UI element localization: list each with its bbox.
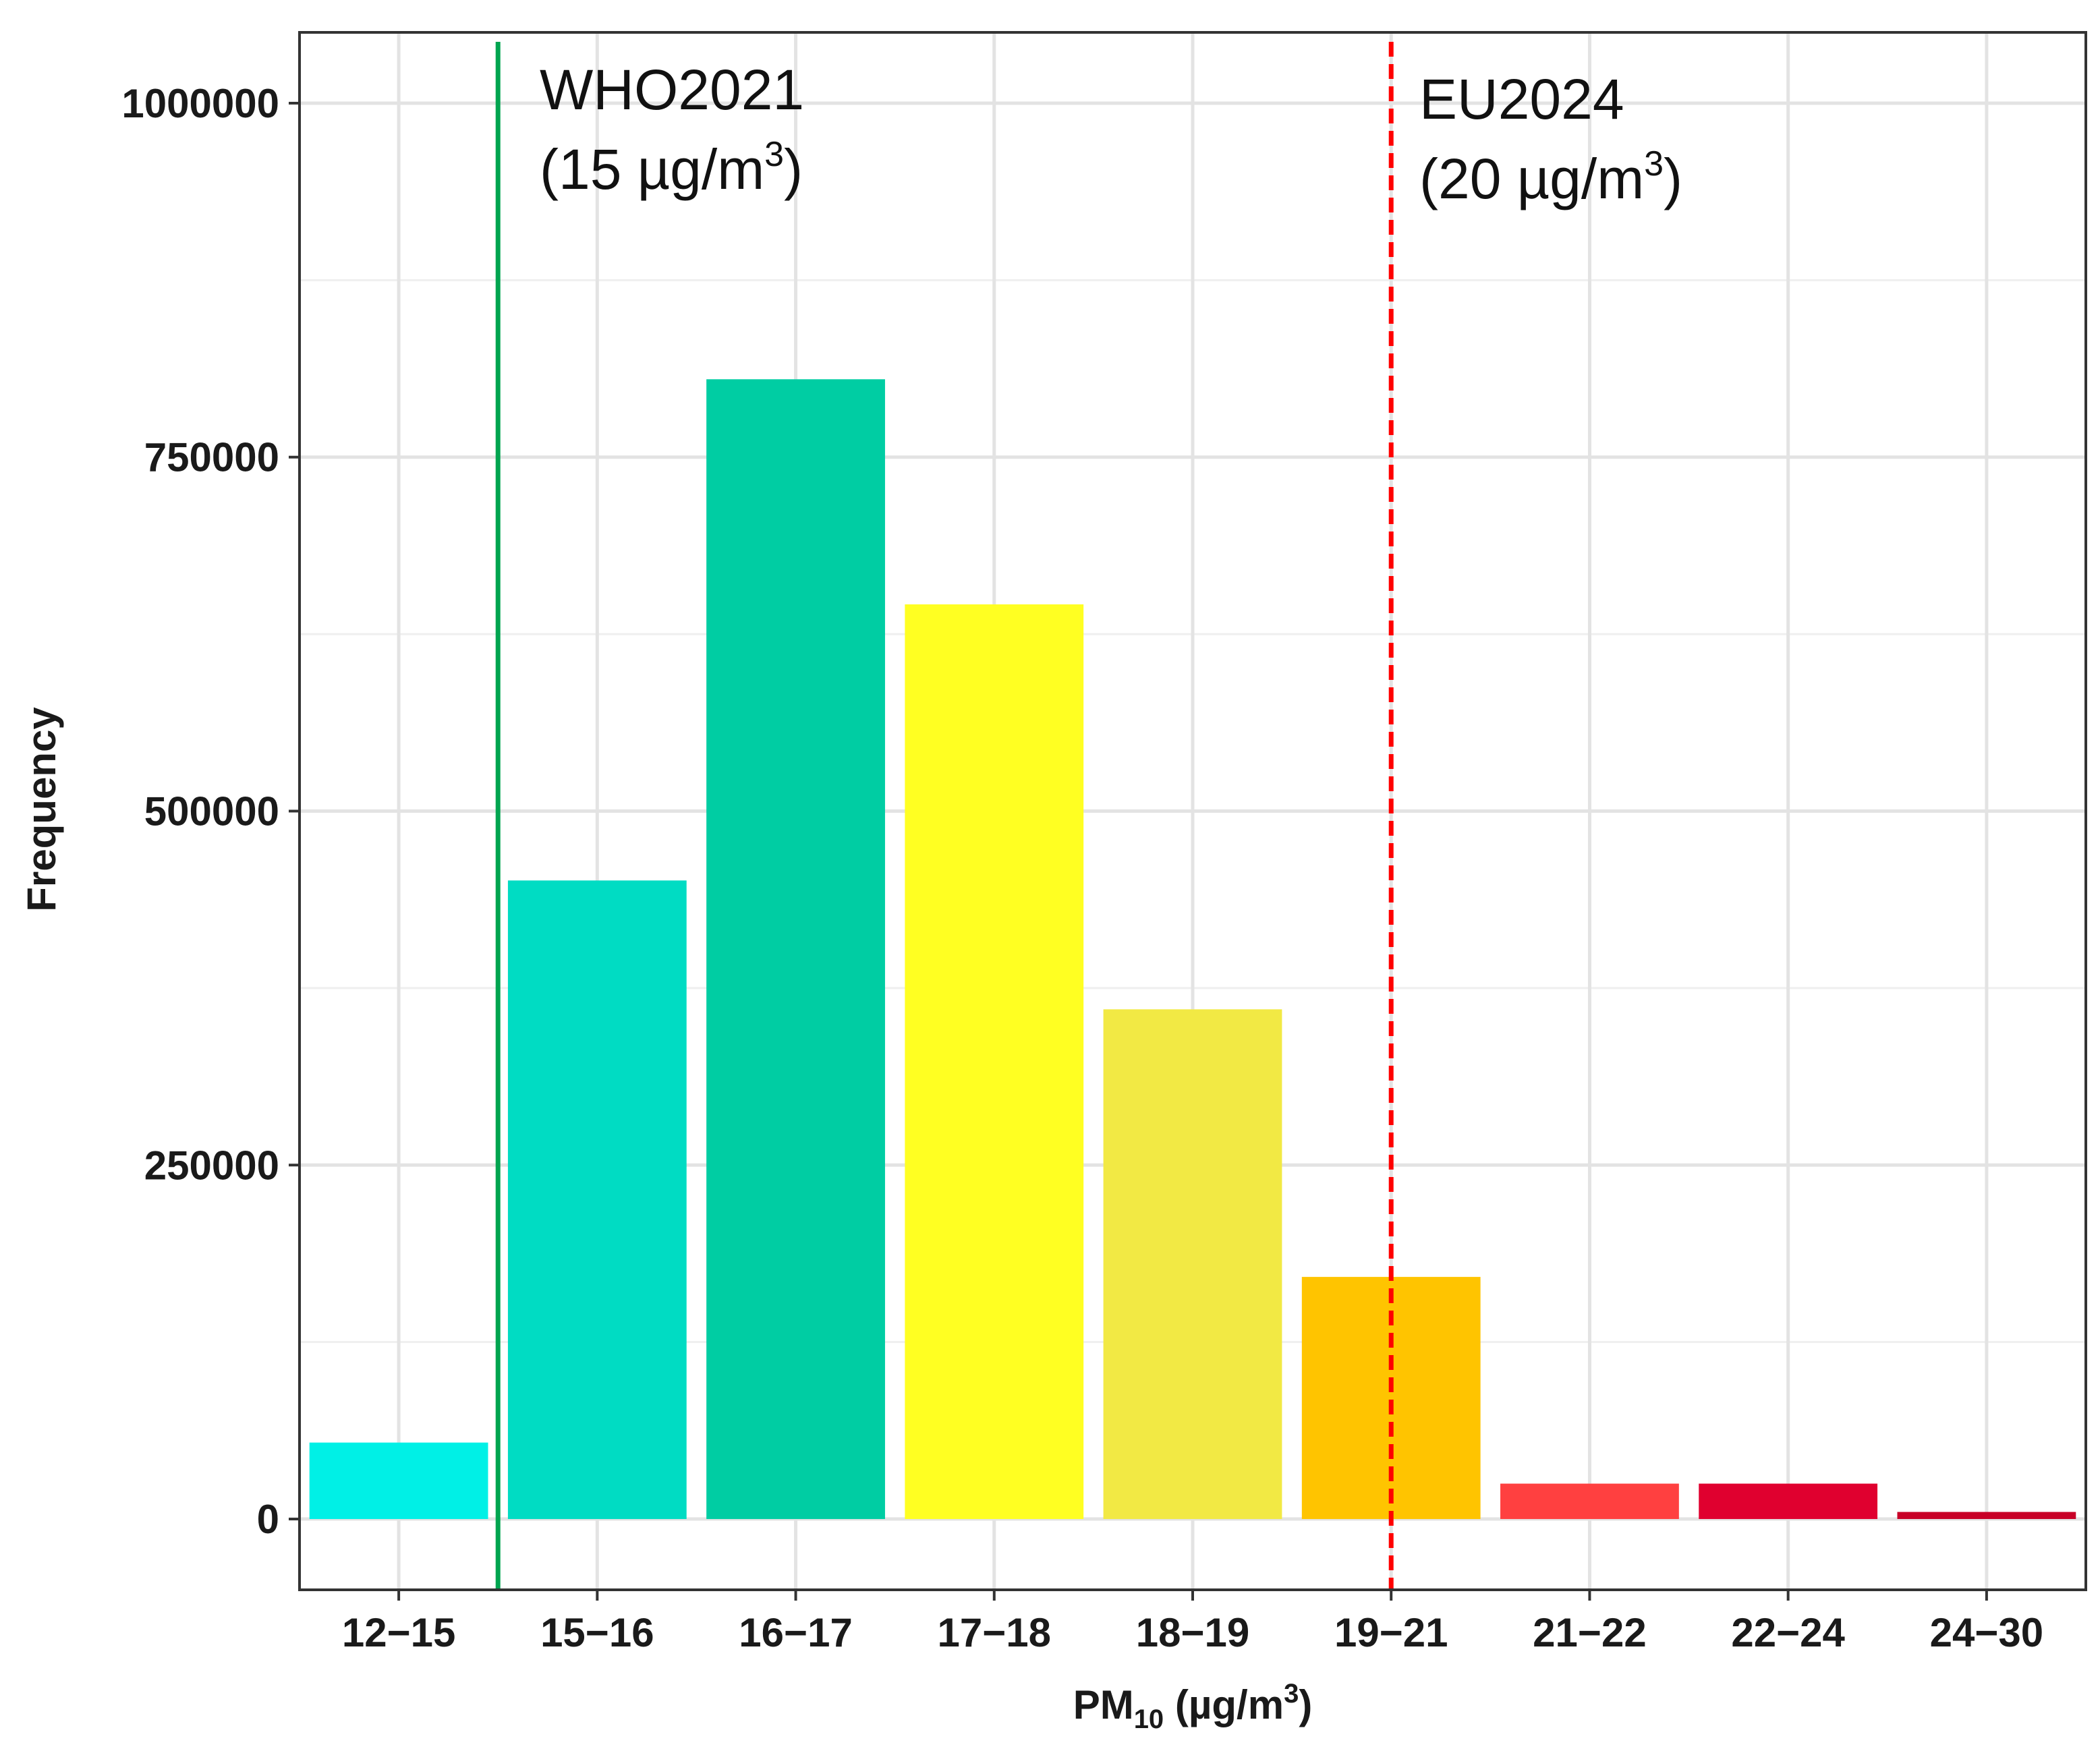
x-tick-label: 24−30 xyxy=(1930,1610,2044,1655)
bar-17-18 xyxy=(905,604,1084,1520)
x-axis-title-unit: (µg/m xyxy=(1164,1682,1284,1727)
y-tick-label: 500000 xyxy=(144,789,279,834)
who2021-label-line2: (15 µg/m3) xyxy=(540,135,803,201)
eu2024-label-line2: (20 µg/m3) xyxy=(1419,144,1682,210)
x-axis-title-subscript: 10 xyxy=(1134,1704,1164,1734)
who2021-label-line1: WHO2021 xyxy=(540,58,804,121)
x-axis-title: PM10 (µg/m3) xyxy=(1073,1679,1313,1734)
axes: 0 250000 500000 750000 1000000 12−15 15−16 16−1… xyxy=(121,81,2043,1655)
y-tick-label: 750000 xyxy=(144,435,279,480)
x-tick-label: 17−18 xyxy=(938,1610,1052,1655)
y-tick-label: 1000000 xyxy=(121,81,279,126)
x-tick-label: 16−17 xyxy=(739,1610,853,1655)
y-tick-label: 250000 xyxy=(144,1143,279,1188)
x-tick-label: 22−24 xyxy=(1731,1610,1845,1655)
x-axis-title-main: PM xyxy=(1073,1682,1134,1727)
who2021-label-superscript: 3 xyxy=(764,135,784,174)
x-axis-title-superscript: 3 xyxy=(1284,1679,1299,1709)
x-tick-label: 18−19 xyxy=(1136,1610,1250,1655)
x-tick-label: 19−21 xyxy=(1334,1610,1448,1655)
eu2024-label-unit: (20 µg/m xyxy=(1419,147,1644,210)
bar-22-24 xyxy=(1699,1483,1878,1520)
y-tick-label: 0 xyxy=(257,1497,279,1542)
who2021-label-unit: (15 µg/m xyxy=(540,138,764,201)
reference-lines xyxy=(495,42,1394,1590)
bar-18-19 xyxy=(1103,1009,1282,1520)
x-axis-title-close: ) xyxy=(1299,1682,1312,1727)
bar-15-16 xyxy=(507,880,687,1520)
eu2024-label-line1: EU2024 xyxy=(1419,67,1624,131)
x-tick-label: 12−15 xyxy=(342,1610,456,1655)
x-tick-label: 21−22 xyxy=(1533,1610,1647,1655)
x-tick-label: 15−16 xyxy=(540,1610,654,1655)
eu2024-label-close: ) xyxy=(1664,147,1682,210)
bar-21-22 xyxy=(1500,1483,1679,1520)
bar-16-17 xyxy=(706,379,885,1520)
y-axis-title: Frequency xyxy=(19,707,64,912)
who2021-label-close: ) xyxy=(784,138,803,201)
eu2024-label-superscript: 3 xyxy=(1644,144,1664,183)
bar-12-15 xyxy=(309,1442,488,1520)
bar-24-30 xyxy=(1897,1512,2076,1520)
